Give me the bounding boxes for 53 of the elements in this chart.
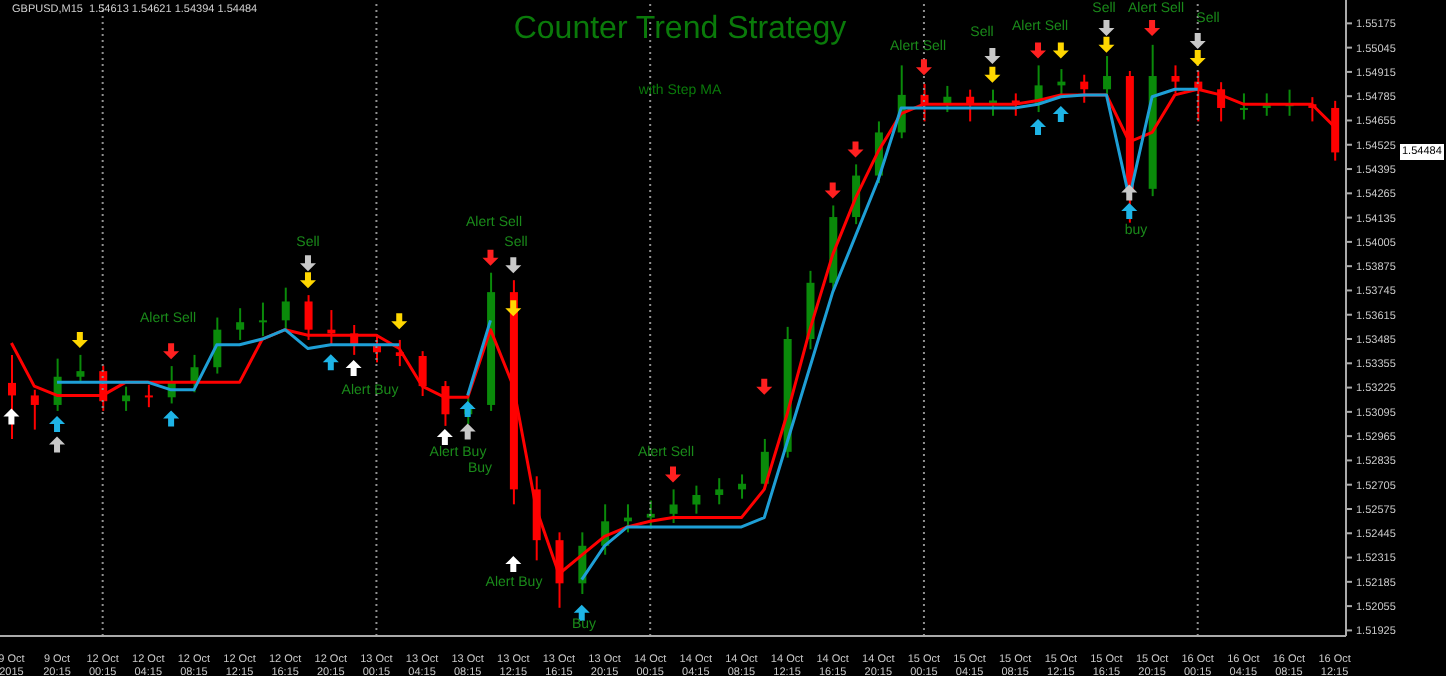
point	[49, 416, 66, 432]
point	[1098, 20, 1115, 37]
candlestick	[258, 301, 267, 338]
point	[1189, 33, 1206, 50]
point	[459, 401, 476, 418]
point	[322, 354, 339, 371]
point	[71, 331, 88, 348]
candlestick	[1103, 55, 1112, 99]
point	[163, 410, 180, 427]
point	[847, 141, 864, 158]
point	[756, 378, 773, 395]
candlestick	[646, 499, 655, 530]
candlestick	[122, 385, 131, 412]
candlestick	[418, 350, 427, 397]
candlestick	[1080, 73, 1089, 104]
candlestick	[144, 383, 153, 409]
point	[984, 66, 1001, 83]
candlestick	[692, 484, 701, 515]
candlestick	[669, 488, 678, 524]
candlestick	[281, 286, 290, 330]
point	[1121, 184, 1138, 201]
point	[345, 359, 362, 376]
point	[299, 272, 316, 289]
point	[391, 313, 408, 330]
candlestick	[30, 388, 39, 431]
point	[1030, 42, 1047, 59]
point	[163, 343, 180, 360]
point	[482, 249, 499, 266]
point	[1052, 105, 1069, 122]
point	[1144, 20, 1161, 37]
candlestick	[715, 477, 724, 506]
point	[665, 466, 681, 483]
chart-title: Counter Trend Strategy	[513, 12, 847, 46]
point	[824, 182, 841, 199]
point	[505, 300, 522, 317]
point	[1189, 49, 1206, 66]
point	[459, 423, 476, 440]
candlestick	[236, 307, 245, 341]
candlestick	[76, 353, 85, 384]
candlestick	[1239, 92, 1248, 121]
point	[505, 257, 522, 274]
point	[984, 48, 1001, 65]
point	[299, 255, 316, 272]
point	[49, 436, 66, 453]
point	[1121, 203, 1138, 220]
point	[436, 429, 453, 446]
point	[1030, 119, 1047, 136]
point	[915, 59, 932, 76]
candlestick	[304, 294, 313, 341]
point	[505, 556, 522, 573]
point	[1098, 36, 1115, 53]
point	[1052, 42, 1069, 59]
point	[3, 408, 20, 425]
